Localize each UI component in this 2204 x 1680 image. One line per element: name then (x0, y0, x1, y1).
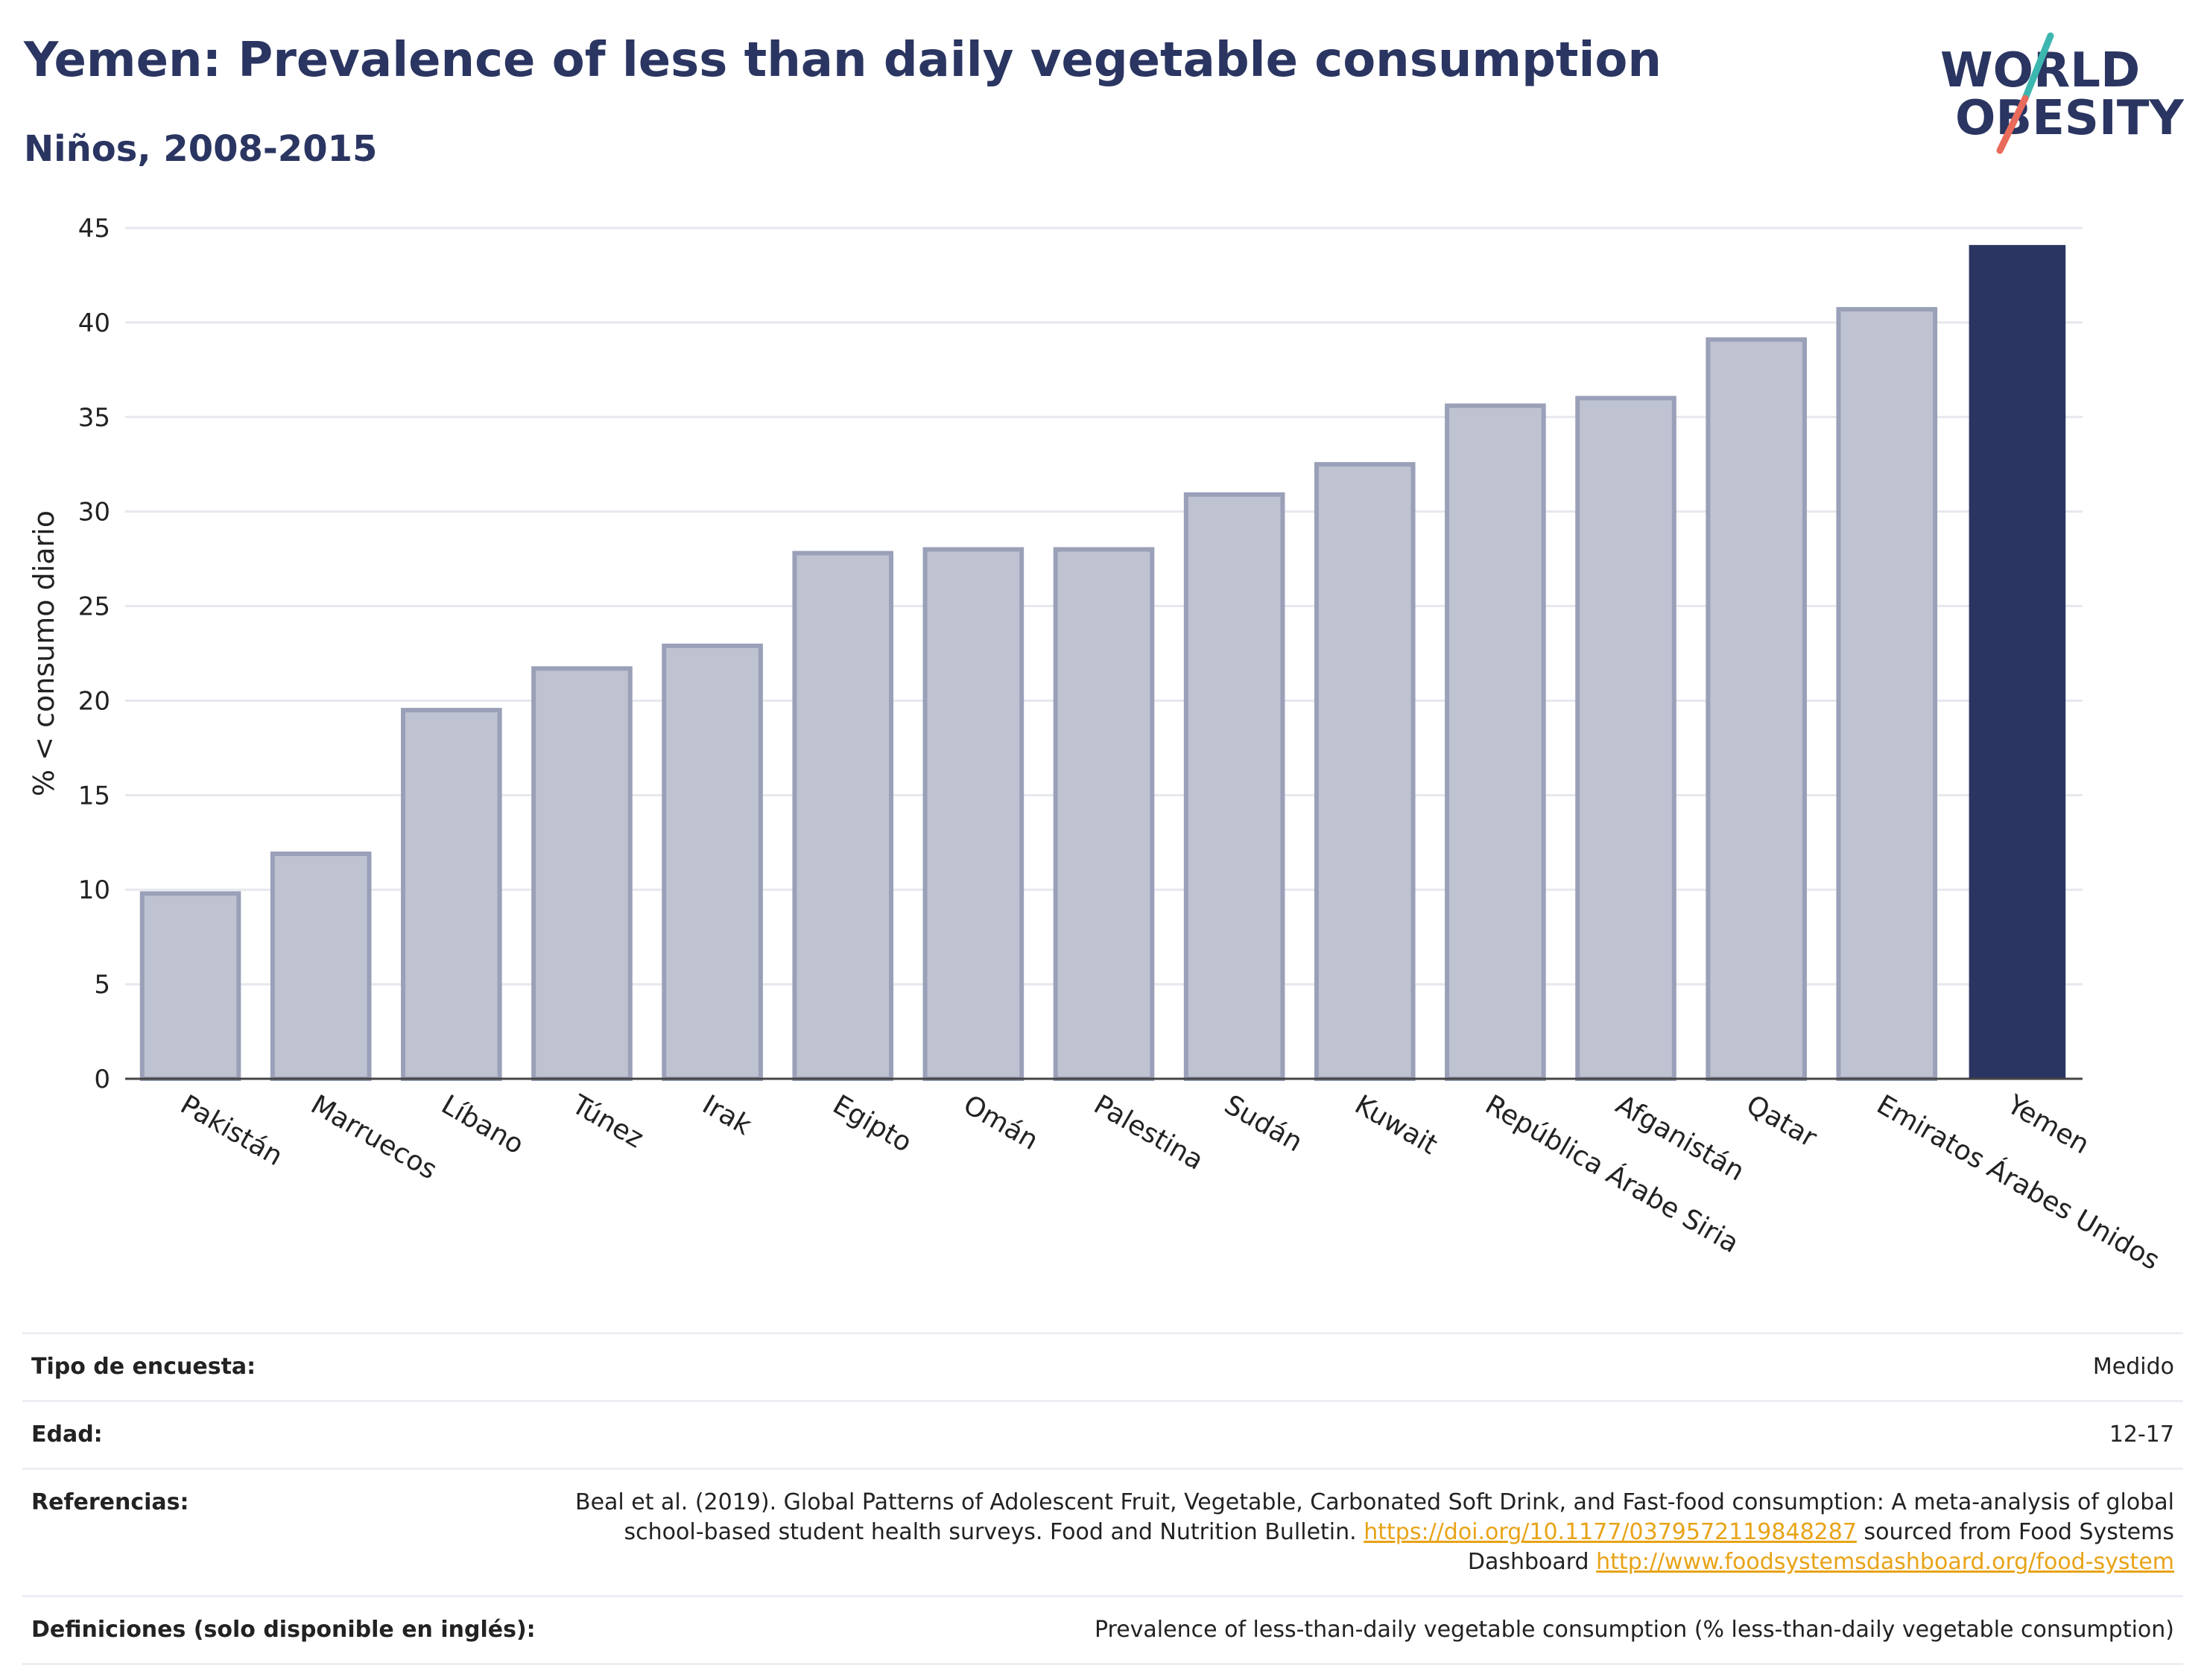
bars (139, 244, 2066, 1082)
x-tick-label: Palestina (1089, 1089, 1209, 1176)
y-tick-label: 5 (94, 970, 110, 1000)
age-value: 12-17 (2109, 1421, 2174, 1448)
bar (1706, 337, 1807, 1081)
logo-slash-bottom (1996, 95, 2029, 154)
references-source-text: sourced from Food Systems Dashboard (1467, 1519, 2174, 1575)
bar (1836, 307, 1938, 1082)
bar (1183, 492, 1285, 1081)
metadata-table: Tipo de encuesta: Medido Edad: 12-17 Ref… (22, 1332, 2183, 1665)
x-tick-label: Líbano (436, 1089, 528, 1160)
meta-row-definitions: Definiciones (solo disponible en inglés)… (22, 1597, 2183, 1665)
y-tick-label: 45 (78, 214, 110, 244)
x-tick-label: Sudán (1219, 1089, 1308, 1158)
references-label: Referencias: (31, 1489, 189, 1515)
x-tick-label: Qatar (1741, 1089, 1822, 1153)
y-axis-ticks: 0 5 10 15 20 25 30 35 40 45 (78, 214, 110, 1094)
x-tick-label: Irak (697, 1089, 757, 1141)
bar-chart: 0 5 10 15 20 25 30 35 40 45 Pakistán MarruecosLíba… (28, 214, 2165, 1276)
bar (662, 643, 763, 1081)
food-systems-link[interactable]: http://www.foodsystemsdashboard.org/food… (1596, 1549, 2174, 1575)
bar (792, 551, 894, 1081)
y-tick-label: 15 (78, 781, 110, 811)
logo-text-obesity: OBESITY (1955, 91, 2184, 146)
y-tick-label: 35 (78, 403, 110, 433)
references-text: Beal et al. (2019). Global Patterns of A… (574, 1489, 2174, 1545)
y-tick-label: 25 (78, 592, 110, 622)
bar (1969, 244, 2066, 1080)
references-value: Beal et al. (2019). Global Patterns of A… (550, 1488, 2174, 1577)
meta-row-survey-type: Tipo de encuesta: Medido (22, 1334, 2183, 1402)
bar (922, 547, 1025, 1081)
bar (1053, 547, 1155, 1081)
bar (1314, 462, 1416, 1081)
age-label: Edad: (31, 1421, 103, 1448)
logo-text-world: WORLD (1940, 43, 2140, 98)
bar (531, 666, 633, 1081)
y-tick-label: 30 (78, 498, 110, 527)
meta-row-age: Edad: 12-17 (22, 1402, 2183, 1470)
x-tick-label: Kuwait (1349, 1089, 1443, 1161)
definitions-value: Prevalence of less-than-daily vegetable … (1094, 1617, 2174, 1643)
x-tick-label: Egipto (828, 1089, 917, 1158)
bar (1445, 403, 1546, 1081)
x-tick-label: Pakistán (175, 1089, 288, 1172)
world-obesity-logo: WORLD OBESITY (1940, 32, 2184, 154)
doi-link[interactable]: https://doi.org/10.1177/0379572119848287 (1364, 1519, 1857, 1545)
x-tick-label: Marruecos (305, 1089, 442, 1185)
definitions-label: Definiciones (solo disponible en inglés)… (31, 1617, 536, 1643)
chart-title: Yemen: Prevalence of less than daily veg… (24, 33, 1662, 88)
x-tick-label: Túnez (566, 1089, 649, 1155)
y-axis-label: % < consumo diario (28, 510, 60, 796)
meta-row-references: Referencias: Beal et al. (2019). Global … (22, 1470, 2183, 1597)
x-tick-label: Yemen (2001, 1089, 2094, 1161)
logo-slash-top (2021, 32, 2054, 102)
survey-type-value: Medido (2092, 1354, 2174, 1380)
survey-type-label: Tipo de encuesta: (31, 1354, 256, 1380)
x-tick-label: Omán (958, 1089, 1043, 1156)
y-tick-label: 10 (78, 875, 110, 905)
y-tick-label: 40 (78, 308, 110, 338)
y-tick-label: 0 (94, 1065, 110, 1094)
bar (270, 852, 372, 1081)
chart-subtitle: Niños, 2008-2015 (24, 128, 378, 170)
bar (401, 708, 502, 1082)
bar (139, 891, 241, 1081)
y-tick-label: 20 (78, 686, 110, 716)
bar (1575, 396, 1676, 1081)
